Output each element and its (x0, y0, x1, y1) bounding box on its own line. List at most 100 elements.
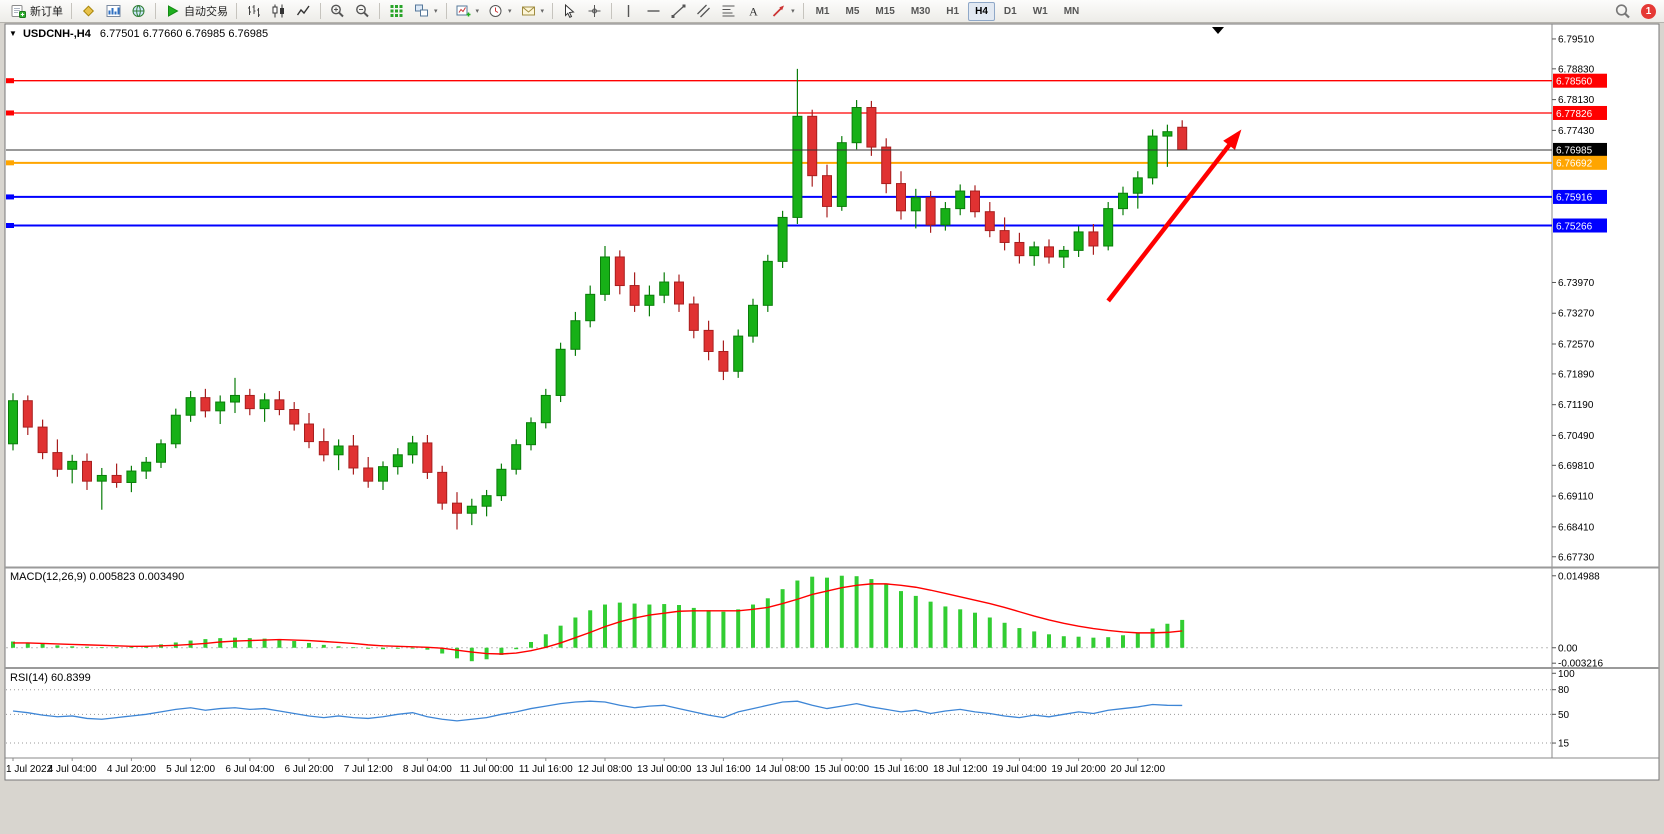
tile-windows-button[interactable]: ▾ (409, 0, 442, 22)
notifications-badge[interactable]: 1 (1641, 3, 1656, 19)
new-chart-button[interactable]: ▾ (451, 0, 484, 22)
timeframe-h4-button[interactable]: H4 (968, 1, 995, 21)
templates-button[interactable]: ▾ (516, 0, 549, 22)
candle-body (688, 303, 699, 331)
macd-histogram-bar (677, 605, 681, 648)
dropdown-caret-icon: ▾ (791, 8, 795, 15)
macd-histogram-bar (307, 642, 311, 648)
candles-icon (270, 3, 287, 19)
candle-body (67, 460, 78, 470)
hline-left-marker[interactable] (6, 78, 14, 84)
grid-green-icon (388, 3, 405, 19)
crosshair-button[interactable] (582, 0, 607, 22)
vertical-line-button[interactable] (616, 0, 641, 22)
hline-left-marker[interactable] (6, 110, 14, 116)
chart-shift-marker-icon[interactable] (1212, 27, 1224, 34)
candle-body (999, 230, 1010, 243)
search-button[interactable] (1610, 0, 1635, 22)
navigator-button[interactable] (126, 0, 151, 22)
candlestick-button[interactable] (266, 0, 291, 22)
trendline-button[interactable] (666, 0, 691, 22)
timeframe-m15-button[interactable]: M15 (875, 5, 895, 17)
autotrade-button[interactable]: 自动交易 (160, 0, 232, 22)
dropdown-caret-icon: ▾ (540, 8, 545, 15)
text-button[interactable]: A (741, 0, 766, 22)
macd-signal-line (13, 583, 1183, 655)
ohlc-bars-button[interactable] (241, 0, 266, 22)
candle-body (52, 452, 63, 470)
cursor-button[interactable] (557, 0, 582, 22)
timeframe-m5-button[interactable]: M5 (845, 5, 860, 17)
periods-button[interactable]: ▾ (483, 0, 516, 22)
price-tick-label: 6.73970 (1558, 278, 1595, 289)
macd-histogram-bar (1121, 635, 1125, 648)
candle-body (274, 399, 285, 411)
candles-layer (8, 68, 1188, 530)
macd-histogram-bar (514, 647, 519, 650)
market-watch-button[interactable] (101, 0, 126, 22)
macd-histogram-bar (1032, 631, 1037, 648)
timeframe-w1-button[interactable]: W1 (1032, 5, 1048, 17)
vline-icon (620, 3, 637, 19)
macd-histogram-bar (973, 612, 977, 648)
macd-histogram-bar (381, 647, 385, 650)
price-marker-label: 6.76692 (1556, 159, 1593, 170)
time-axis-label: 20 Jul 12:00 (1111, 764, 1166, 775)
price-tick-label: 6.68410 (1558, 522, 1595, 533)
macd-histogram-bar (647, 604, 652, 648)
hline-left-marker[interactable] (6, 223, 14, 229)
charts-button[interactable] (76, 0, 101, 22)
candle-body (141, 461, 152, 472)
candle-body (289, 409, 300, 425)
timeframe-m30-button[interactable]: M30 (910, 5, 931, 17)
fibonacci-button[interactable] (716, 0, 741, 22)
line-chart-button[interactable] (291, 0, 316, 22)
candle-body (881, 146, 892, 185)
indicators-button[interactable] (384, 0, 409, 22)
candle-body (836, 142, 847, 207)
new-order-button[interactable]: 新订单 (6, 0, 67, 22)
candle-body (585, 293, 596, 322)
tile-icon (413, 3, 430, 19)
crosshair-icon (586, 3, 603, 19)
toolbar-separator (155, 3, 156, 19)
macd-histogram-bar (1076, 636, 1081, 648)
time-axis-label: 4 Jul 04:00 (48, 764, 97, 775)
time-axis-label: 15 Jul 00:00 (815, 764, 870, 775)
candle-body (407, 442, 418, 456)
trend-arrow[interactable] (1106, 129, 1242, 303)
price-tick-label: 6.72570 (1558, 340, 1595, 351)
macd-histogram-bar (1135, 633, 1140, 648)
timeframe-mn-button[interactable]: MN (1063, 5, 1080, 17)
time-axis-label: 13 Jul 00:00 (637, 764, 692, 775)
chart-title-bar: ▼ USDCNH-,H4 6.77501 6.77660 6.76985 6.7… (9, 28, 268, 40)
macd-histogram-bar (233, 637, 237, 648)
timeframe-d1-button[interactable]: D1 (1003, 5, 1017, 17)
candle-body (378, 466, 388, 482)
autotrade-button-label: 自动交易 (184, 6, 228, 18)
chart-collapse-icon[interactable]: ▼ (9, 29, 17, 38)
horizontal-line-button[interactable] (641, 0, 666, 22)
channel-button[interactable] (691, 0, 716, 22)
macd-histogram-bar (662, 604, 667, 648)
timeframe-m1-button[interactable]: M1 (815, 5, 830, 17)
candle-body (1132, 177, 1143, 194)
timeframe-h1-button[interactable]: H1 (946, 5, 960, 17)
zoom-in-button[interactable] (325, 0, 350, 22)
zoom-out-button[interactable] (350, 0, 375, 22)
candle-body (8, 400, 18, 445)
candle-body (659, 281, 670, 296)
macd-histogram-bar (410, 647, 415, 649)
candle-body (718, 350, 729, 372)
macd-histogram-bar (277, 639, 282, 648)
rsi-scale-label: 15 (1558, 739, 1570, 750)
toolbar-separator (611, 3, 613, 19)
chart-symbol-period: USDCNH-,H4 (22, 28, 91, 40)
hline-left-marker[interactable] (6, 160, 14, 166)
hline-left-marker[interactable] (6, 194, 14, 200)
arrows-button[interactable]: ▾ (766, 0, 799, 22)
macd-histogram-bar (40, 643, 45, 648)
price-tick-label: 6.78830 (1558, 64, 1595, 75)
macd-layer: 0.014988 0.00 -0.003216 (6, 571, 1603, 670)
